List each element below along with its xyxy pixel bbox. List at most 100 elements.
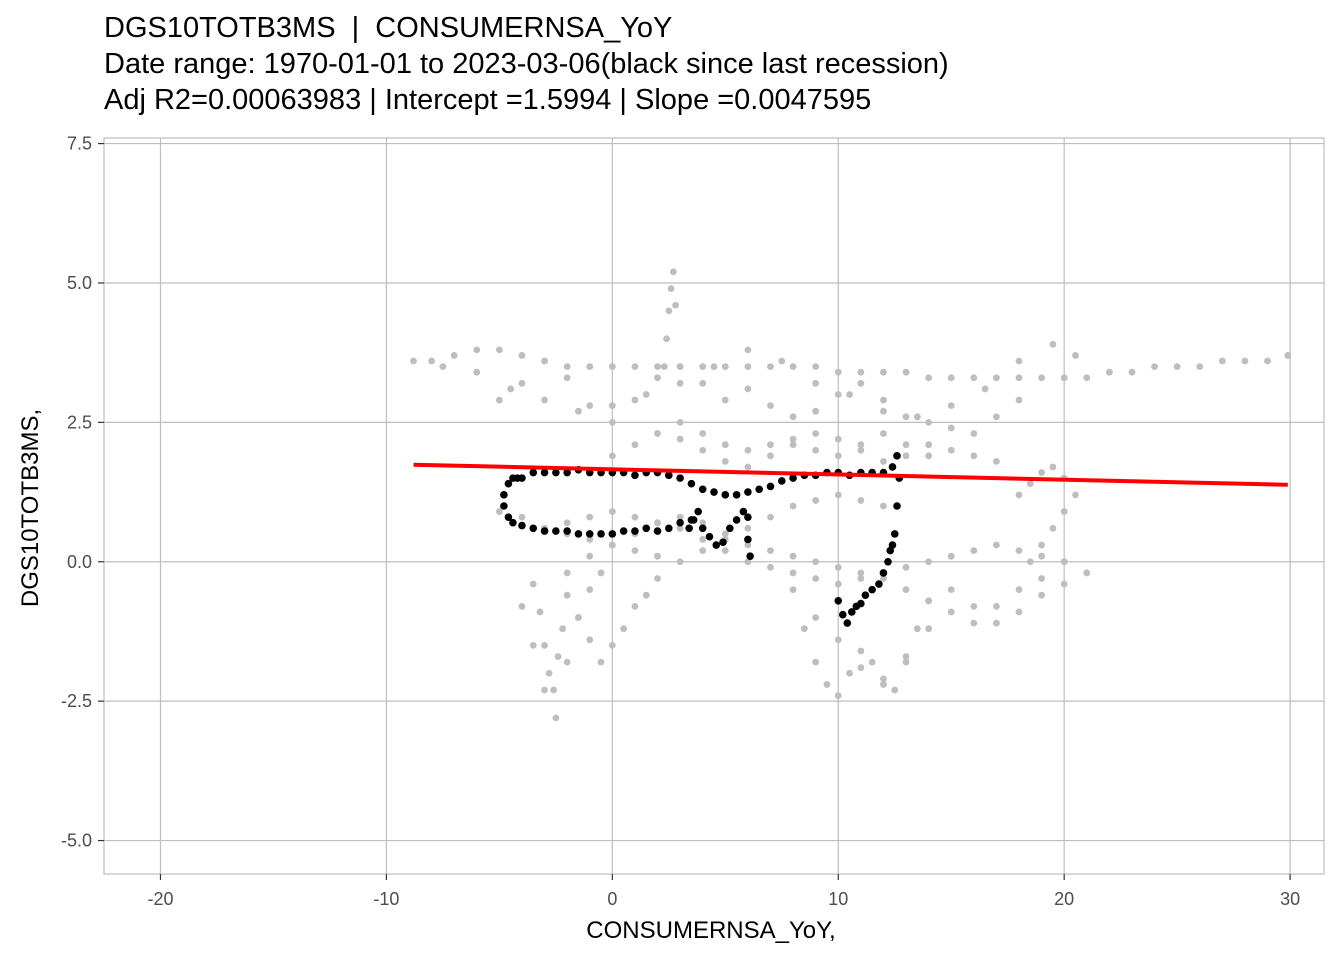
scatter-point-black [504, 479, 513, 488]
scatter-point-gray [767, 441, 774, 449]
scatter-point-black [698, 524, 707, 533]
scatter-point-gray [744, 524, 752, 532]
scatter-point-gray [947, 402, 955, 410]
scatter-point-black [875, 580, 883, 588]
scatter-point-gray [880, 396, 887, 404]
scatter-point-gray [834, 636, 842, 644]
scatter-point-black [744, 535, 752, 544]
scatter-point-gray [744, 463, 752, 471]
scatter-point-gray [812, 497, 820, 504]
scatter-point-gray [902, 586, 910, 594]
scatter-point-gray [857, 446, 865, 454]
scatter-point-gray [1015, 586, 1023, 594]
scatter-point-gray [721, 363, 729, 371]
scatter-point-gray [563, 519, 571, 527]
scatter-point-gray [823, 681, 831, 688]
scatter-point-black [719, 538, 727, 547]
scatter-point-gray [410, 357, 417, 365]
scatter-point-gray [586, 536, 594, 543]
scatter-point-gray [789, 413, 797, 421]
scatter-point-gray [699, 446, 707, 454]
scatter-point-gray [1060, 558, 1068, 566]
scatter-point-gray [495, 508, 503, 515]
scatter-point-black [726, 524, 734, 533]
scatter-point-gray [789, 552, 797, 560]
scatter-point-black [608, 530, 617, 538]
scatter-point-gray [563, 363, 571, 371]
scatter-point-gray [654, 374, 661, 382]
scatter-point-gray [834, 563, 842, 571]
scatter-point-gray [993, 374, 1000, 382]
scatter-point-gray [439, 363, 447, 371]
scatter-point-black [642, 524, 651, 533]
scatter-point-gray [744, 385, 752, 393]
scatter-point-gray [563, 591, 571, 599]
scatter-point-black [893, 452, 901, 460]
scatter-point-gray [902, 441, 910, 449]
scatter-point-gray [620, 625, 628, 633]
scatter-point-gray [1038, 552, 1045, 560]
scatter-point-gray [812, 407, 820, 415]
x-axis-label: CONSUMERNSA_YoY, [586, 917, 835, 944]
scatter-point-black [732, 491, 741, 499]
scatter-point-gray [559, 625, 567, 633]
scatter-point-gray [993, 413, 1000, 421]
scatter-point-gray [789, 569, 797, 577]
title-line-3: Adj R2=0.00063983 | Intercept =1.5994 | … [104, 84, 872, 116]
scatter-point-gray [654, 519, 661, 527]
scatter-point-black [848, 608, 856, 616]
scatter-point-black [585, 530, 594, 538]
scatter-point-gray [608, 541, 616, 549]
scatter-point-black [879, 569, 888, 577]
scatter-point-black [705, 532, 714, 541]
scatter-point-gray [1015, 357, 1023, 365]
scatter-point-gray [518, 379, 526, 387]
scatter-point-gray [1049, 340, 1057, 348]
scatter-point-gray [654, 552, 661, 560]
scatter-point-black [518, 521, 526, 530]
scatter-point-gray [699, 430, 707, 437]
scatter-point-gray [1060, 580, 1068, 588]
scatter-point-gray [676, 435, 684, 443]
scatter-point-black [676, 518, 684, 527]
scatter-point-gray [1049, 524, 1057, 532]
x-tick-label: 30 [1280, 889, 1300, 909]
scatter-point-gray [857, 441, 865, 449]
scatter-point-gray [880, 502, 887, 510]
scatter-point-black [789, 474, 797, 482]
scatter-point-gray [857, 497, 865, 504]
scatter-point-gray [428, 357, 435, 365]
chart-title: DGS10TOTB3MS | CONSUMERNSA_YoY Date rang… [104, 10, 949, 118]
scatter-point-gray [554, 653, 562, 660]
scatter-point-gray [812, 558, 820, 566]
scatter-point-gray [654, 575, 661, 582]
scatter-point-gray [1038, 541, 1045, 549]
scatter-point-gray [1038, 374, 1045, 382]
scatter-point-black [712, 541, 721, 549]
x-tick-label: 20 [1054, 889, 1074, 909]
scatter-point-gray [812, 614, 820, 621]
scatter-point-gray [1151, 363, 1158, 371]
scatter-point-black [665, 471, 673, 480]
scatter-point-gray [834, 435, 842, 443]
scatter-point-gray [993, 619, 1000, 627]
scatter-point-gray [812, 658, 820, 666]
scatter-point-gray [1105, 368, 1113, 376]
scatter-point-gray [541, 641, 548, 649]
scatter-point-gray [721, 530, 729, 538]
scatter-point-gray [608, 402, 616, 410]
scatter-point-gray [654, 430, 661, 437]
scatter-point-gray [970, 452, 978, 460]
scatter-point-gray [947, 608, 955, 616]
scatter-point-black [653, 527, 662, 535]
scatter-point-black [540, 468, 549, 477]
scatter-point-gray [789, 586, 797, 594]
scatter-point-gray [970, 430, 978, 437]
scatter-point-black [732, 516, 741, 524]
scatter-point-black [509, 518, 517, 527]
scatter-point-gray [541, 357, 548, 365]
scatter-point-black [744, 513, 752, 521]
scatter-point-black [529, 468, 538, 477]
scatter-point-gray [880, 681, 887, 688]
